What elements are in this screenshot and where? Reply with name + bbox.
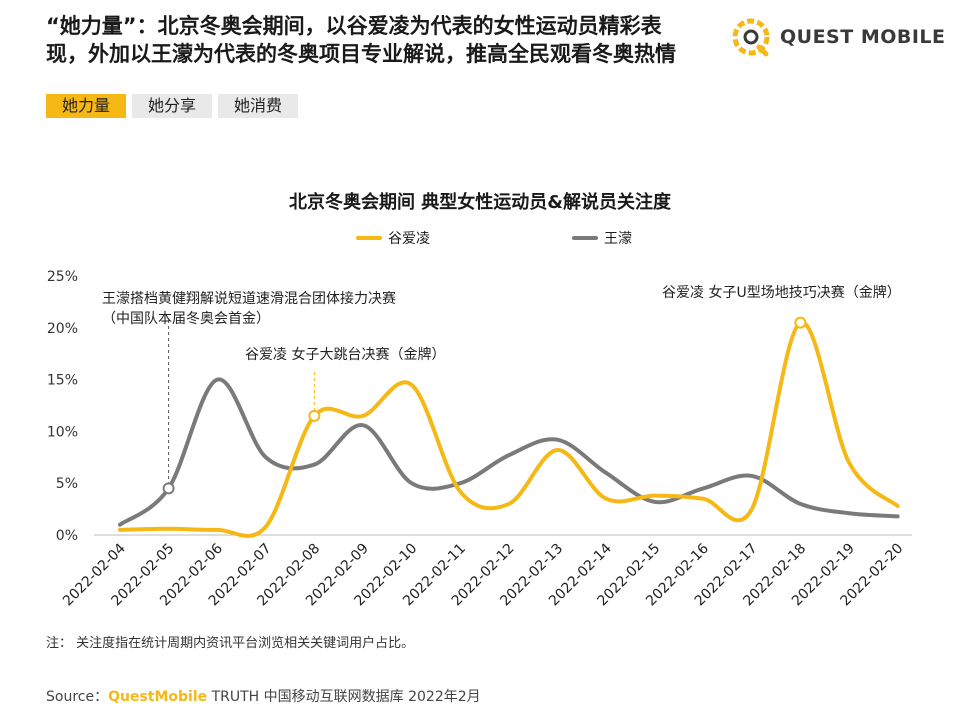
y-tick-label: 15%: [47, 373, 78, 389]
annotation-text: 王濛搭档黄健翔解说短道速滑混合团体接力决赛: [102, 290, 396, 307]
annotation-marker: [162, 482, 175, 495]
chart-title: 北京冬奥会期间 典型女性运动员&解说员关注度: [289, 192, 671, 213]
chart-note: 注： 关注度指在统计周期内资讯平台浏览相关关键词用户占比。: [46, 636, 415, 651]
y-tick-label: 20%: [47, 321, 78, 337]
logo-text: QUEST MOBILE: [780, 26, 946, 48]
page-headline: “她力量”：北京冬奥会期间，以谷爱凌为代表的女性运动员精彩表现，外加以王濛为代表…: [46, 14, 676, 66]
legend-swatch-wang-meng: [572, 236, 598, 240]
source-prefix: Source：: [46, 689, 109, 705]
source-rest: TRUTH 中国移动互联网数据库 2022年2月: [207, 689, 481, 705]
annotation-marker: [308, 409, 321, 422]
source-brand: QuestMobile: [108, 689, 208, 705]
annotation-text: 谷爱凌 女子U型场地技巧决赛（金牌）: [662, 284, 901, 301]
annotation-text: （中国队本届冬奥会首金）: [102, 310, 270, 327]
series-line-gu-ailing: [118, 320, 900, 538]
y-tick-label: 0%: [56, 528, 78, 544]
chart-legend: 谷爱凌 王濛: [0, 228, 960, 248]
tab-ta-liliang[interactable]: 她力量: [46, 94, 127, 118]
legend-swatch-gu-ailing: [356, 236, 382, 240]
legend-item-wang-meng: 王濛: [572, 228, 632, 248]
legend-label-wang-meng: 王濛: [604, 231, 632, 247]
tab-ta-xiaofei[interactable]: 她消费: [218, 94, 299, 118]
y-tick-label: 5%: [56, 476, 78, 492]
source-line: Source：QuestMobile TRUTH 中国移动互联网数据库 2022…: [46, 686, 481, 706]
y-tick-label: 10%: [47, 424, 78, 440]
quest-mobile-logo-icon: [732, 18, 770, 57]
brand-logo: QUEST MOBILE: [728, 14, 946, 60]
tab-ta-fenxiang[interactable]: 她分享: [132, 94, 213, 118]
legend-item-gu-ailing: 谷爱凌: [356, 228, 430, 248]
legend-label-gu-ailing: 谷爱凌: [388, 231, 430, 247]
series-line-wang-meng: [118, 377, 900, 527]
section-tabs: 她力量 她分享 她消费: [46, 94, 299, 118]
annotation-marker: [794, 316, 807, 329]
y-tick-label: 25%: [47, 269, 78, 285]
annotation-text: 谷爱凌 女子大跳台决赛（金牌）: [245, 346, 445, 363]
